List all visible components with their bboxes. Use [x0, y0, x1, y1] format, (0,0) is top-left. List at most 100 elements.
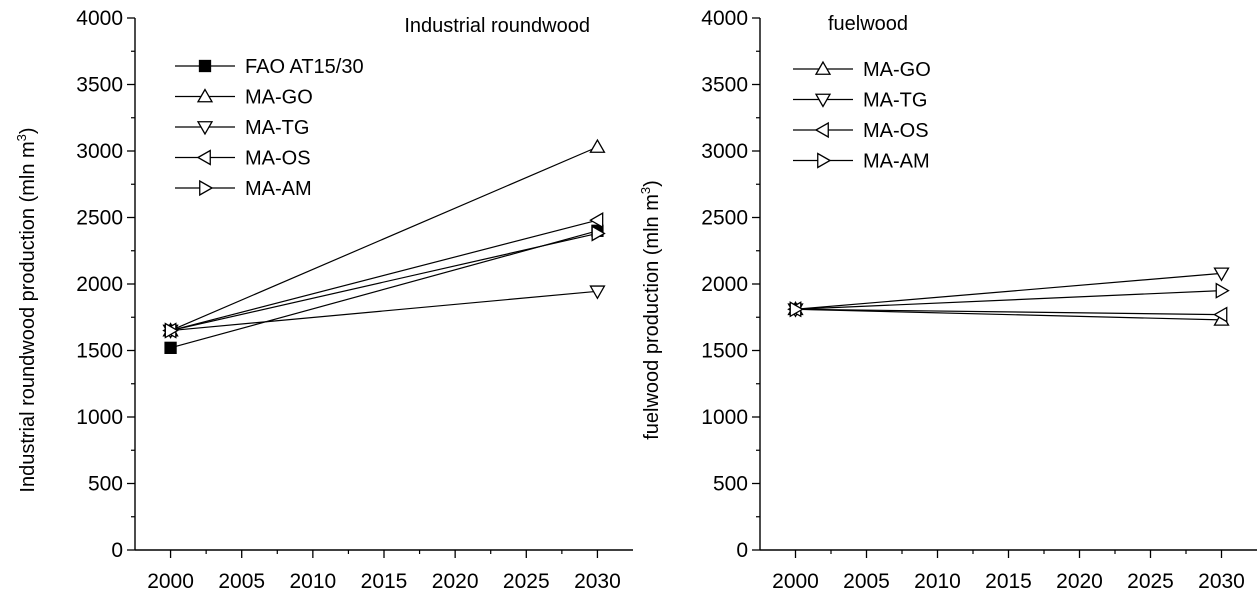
y-tick-label: 0 [736, 539, 748, 562]
series-line [795, 290, 1222, 310]
series-line [170, 290, 598, 332]
legend: MA-GO MA-TG MA-OS MA-AM [793, 59, 931, 173]
data-point-marker [1213, 306, 1228, 323]
legend-label: MA-OS [245, 148, 311, 170]
legend-label: MA-GO [863, 59, 931, 81]
data-point-marker [789, 301, 804, 318]
series-line [170, 219, 598, 332]
legend-marker [814, 121, 829, 139]
series-line [795, 308, 1222, 316]
legend-marker [814, 60, 832, 75]
x-tick-label: 2025 [1127, 570, 1174, 593]
data-point-marker [589, 138, 606, 153]
data-point-marker [164, 322, 179, 339]
legend-marker [196, 149, 211, 166]
series-line [170, 232, 598, 332]
legend-label: MA-OS [863, 120, 929, 142]
y-tick-label: 2000 [701, 273, 748, 296]
series-ma-am [164, 225, 606, 339]
legend-label: MA-AM [245, 178, 312, 200]
series-ma-am [789, 282, 1230, 318]
x-tick-label: 2000 [772, 570, 819, 593]
chart-panel-2: 0 500 1000 1500 2000 2500 3000 3500 4000 2000 2005… [638, 7, 1257, 593]
x-tick-label: 2005 [843, 570, 890, 593]
legend-entry: MA-OS [175, 148, 311, 170]
legend-entry: MA-TG [175, 117, 309, 139]
y-tick-label: 3500 [76, 74, 123, 97]
y-axis-title: fuelwood production (mln m3) [638, 180, 663, 440]
series-ma-os [162, 212, 604, 339]
legend-label: FAO AT15/30 [245, 56, 364, 78]
y-tick-label: 2500 [76, 207, 123, 230]
legend-label: MA-AM [863, 151, 930, 173]
series-line [170, 230, 598, 349]
series-ma-tg [787, 267, 1230, 318]
y-axis-title-text: fuelwood production (mln m [641, 194, 663, 440]
legend-marker [814, 93, 832, 108]
data-point-marker [1213, 267, 1230, 282]
panel-title: fuelwood [828, 13, 908, 35]
series-fao-at15-30 [164, 224, 604, 354]
y-tick-label: 2000 [76, 273, 123, 296]
legend-marker [817, 152, 832, 169]
y-tick-label: 4000 [701, 7, 748, 30]
series-line [795, 308, 1222, 321]
legend-entry: MA-OS [793, 120, 929, 142]
x-tick-label: 2025 [503, 570, 550, 593]
x-tick-label: 2020 [432, 570, 479, 593]
y-tick-label: 3500 [701, 74, 748, 97]
x-tick-label: 2005 [218, 570, 265, 593]
legend-marker [196, 121, 214, 136]
x-tick-label: 2000 [147, 570, 194, 593]
legend-label: MA-GO [245, 87, 313, 109]
legend-entry: FAO AT15/30 [175, 56, 364, 78]
data-point-marker [589, 285, 606, 300]
x-tick-label: 2010 [914, 570, 961, 593]
y-axis-title-superscript: 3 [638, 187, 653, 194]
y-tick-label: 0 [111, 539, 123, 562]
legend-marker [196, 88, 214, 103]
legend-entry: MA-AM [175, 178, 312, 200]
x-tick-label: 2015 [985, 570, 1032, 593]
data-point-marker [1215, 282, 1230, 299]
y-tick-label: 1500 [76, 340, 123, 363]
y-tick-label: 1000 [76, 406, 123, 429]
x-tick-label: 2020 [1056, 570, 1103, 593]
y-tick-label: 3000 [701, 140, 748, 163]
data-point-marker [589, 212, 604, 229]
y-tick-label: 500 [88, 473, 123, 496]
y-tick-label: 1500 [701, 340, 748, 363]
legend-label: MA-TG [245, 117, 309, 139]
series-line [170, 146, 598, 332]
legend: FAO AT15/30 MA-GO MA-TG MA-OS MA-AM [175, 56, 364, 200]
y-axis-title-close: ) [17, 127, 39, 134]
y-tick-label: 500 [713, 473, 748, 496]
data-point-marker [591, 225, 606, 242]
legend-entry: MA-GO [175, 87, 313, 109]
series-line [795, 272, 1222, 310]
y-axis-title-superscript: 3 [14, 134, 29, 141]
legend-entry: MA-TG [793, 90, 927, 112]
legend-marker [199, 179, 214, 197]
x-tick-label: 2015 [361, 570, 408, 593]
y-tick-label: 2500 [701, 207, 748, 230]
y-axis-title: Industrial roundwood production (mln m3) [14, 127, 39, 492]
y-axis-title-close: ) [641, 180, 663, 187]
chart-panel-1: 0 500 1000 1500 2000 2500 3000 3500 4000 2000 2005… [14, 7, 633, 593]
legend-entry: MA-GO [793, 59, 931, 81]
y-tick-label: 4000 [76, 7, 123, 30]
legend-marker [198, 59, 212, 73]
x-tick-label: 2030 [1198, 570, 1245, 593]
y-tick-label: 3000 [76, 140, 123, 163]
x-tick-label: 2030 [574, 570, 621, 593]
y-tick-label: 1000 [701, 406, 748, 429]
legend-entry: MA-AM [793, 151, 930, 173]
series-ma-go [162, 138, 606, 337]
series-ma-tg [162, 285, 606, 339]
panel-title: Industrial roundwood [404, 15, 590, 37]
legend-label: MA-TG [863, 90, 927, 112]
data-point-marker [164, 341, 177, 354]
x-tick-label: 2010 [289, 570, 336, 593]
